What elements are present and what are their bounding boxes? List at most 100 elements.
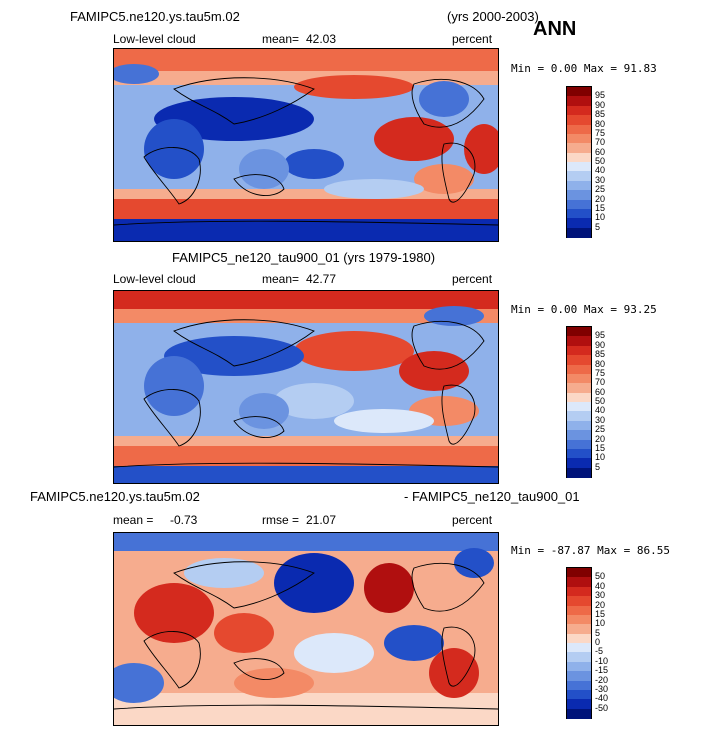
colorbar-segment (567, 467, 591, 478)
colorbar-segment (567, 87, 591, 97)
colorbar-tick-label: 75 (595, 367, 606, 378)
panel3-mean-label: mean = (113, 513, 154, 527)
colorbar-segment (567, 643, 591, 653)
colorbar-tick-label: 25 (595, 424, 606, 435)
colorbar-tick-label: 20 (595, 433, 606, 444)
colorbar-segment (567, 614, 591, 625)
panel3-title-left: FAMIPC5.ne120.ys.tau5m.02 (30, 489, 200, 504)
colorbar-segment (567, 152, 591, 163)
colorbar-segment (567, 124, 591, 135)
colorbar-tick-label: 85 (595, 349, 606, 360)
colorbar-tick-label: 85 (595, 109, 606, 120)
colorbar-tick-label: 10 (595, 212, 606, 223)
panel1-title-left: FAMIPC5.ne120.ys.tau5m.02 (70, 9, 240, 24)
colorbar-segment (567, 689, 591, 700)
colorbar-segment (567, 708, 591, 719)
colorbar-segment (567, 586, 591, 597)
panel3-rmse-label: rmse = (262, 513, 300, 527)
colorbar-tick-label: 5 (595, 627, 601, 638)
colorbar-segment (567, 199, 591, 210)
colorbar-tick-label: 10 (595, 618, 606, 629)
panel2-map (113, 290, 499, 484)
colorbar-segment (567, 364, 591, 375)
colorbar-segment (567, 336, 591, 347)
panel1-variable-label: Low-level cloud (113, 32, 196, 46)
panel3-title-right: - FAMIPC5_ne120_tau900_01 (404, 489, 580, 504)
colorbar-tick-label: -15 (595, 665, 609, 676)
colorbar-segment (567, 180, 591, 191)
colorbar-tick-label: 40 (595, 580, 606, 591)
colorbar-tick-label: -5 (595, 646, 604, 657)
colorbar-segment (567, 133, 591, 144)
colorbar-segment (567, 190, 591, 200)
colorbar-segment (567, 699, 591, 710)
colorbar-tick-label: 15 (595, 202, 606, 213)
colorbar-tick-label: 5 (595, 461, 601, 472)
colorbar-tick-label: -50 (595, 702, 609, 713)
panel3-rmse-value: 21.07 (306, 513, 337, 527)
colorbar-tick-label: 90 (595, 339, 606, 350)
colorbar-tick-label: -10 (595, 655, 609, 666)
colorbar-segment (567, 680, 591, 691)
panel1-colorbar (566, 86, 592, 238)
colorbar-segment (567, 448, 591, 459)
panel3-mean-value: -0.73 (170, 513, 198, 527)
colorbar-segment (567, 633, 591, 644)
colorbar-tick-label: 5 (595, 221, 601, 232)
panel1-mean-value: 42.03 (306, 32, 337, 46)
colorbar-tick-label: 80 (595, 358, 606, 369)
colorbar-segment (567, 143, 591, 154)
colorbar-segment (567, 605, 591, 616)
colorbar-segment (567, 577, 591, 588)
colorbar-tick-label: -30 (595, 683, 609, 694)
colorbar-segment (567, 420, 591, 431)
colorbar-tick-label: -20 (595, 674, 609, 685)
colorbar-segment (567, 355, 591, 365)
colorbar-tick-label: 90 (595, 99, 606, 110)
colorbar-tick-label: 50 (595, 396, 606, 406)
colorbar-segment (567, 162, 591, 172)
colorbar-tick-label: 50 (595, 571, 606, 582)
colorbar-segment (567, 218, 591, 229)
colorbar-tick-label: 95 (595, 330, 606, 341)
colorbar-tick-label: 80 (595, 118, 606, 129)
colorbar-segment (567, 115, 591, 125)
panel2-variable-label: Low-level cloud (113, 272, 196, 286)
colorbar-tick-label: 50 (595, 156, 606, 166)
colorbar-segment (567, 208, 591, 219)
colorbar-segment (567, 624, 591, 635)
panel1-title-right: (yrs 2000-2003) (447, 9, 539, 24)
colorbar-tick-label: 70 (595, 137, 606, 148)
colorbar-tick-label: 60 (595, 146, 606, 157)
colorbar-tick-label: 10 (595, 452, 606, 463)
colorbar-segment (567, 373, 591, 384)
colorbar-segment (567, 171, 591, 182)
colorbar-tick-label: 30 (595, 414, 606, 425)
panel1-mean-label: mean= (262, 32, 300, 46)
colorbar-tick-label: 95 (595, 90, 606, 101)
colorbar-tick-label: 40 (595, 165, 606, 176)
colorbar-segment (567, 345, 591, 356)
colorbar-tick-label: 30 (595, 590, 606, 601)
panel3-minmax: Min = -87.87 Max = 86.55 (511, 544, 670, 557)
colorbar-segment (567, 411, 591, 422)
colorbar-segment (567, 105, 591, 116)
colorbar-tick-label: 70 (595, 377, 606, 388)
colorbar-segment (567, 568, 591, 578)
panel2-minmax: Min = 0.00 Max = 93.25 (511, 303, 657, 316)
panel2-title: FAMIPC5_ne120_tau900_01 (yrs 1979-1980) (172, 250, 436, 265)
colorbar-tick-label: 0 (595, 637, 601, 647)
panel2-map-svg (114, 291, 498, 483)
colorbar-segment (567, 458, 591, 469)
colorbar-segment (567, 96, 591, 107)
colorbar-segment (567, 383, 591, 394)
panel1-units: percent (452, 32, 493, 46)
colorbar-segment (567, 227, 591, 238)
panel3-map (113, 532, 499, 726)
colorbar-segment (567, 402, 591, 412)
panel2-mean-label: mean= (262, 272, 300, 286)
panel2-units: percent (452, 272, 493, 286)
colorbar-segment (567, 661, 591, 672)
colorbar-tick-label: 30 (595, 174, 606, 185)
colorbar-segment (567, 671, 591, 681)
